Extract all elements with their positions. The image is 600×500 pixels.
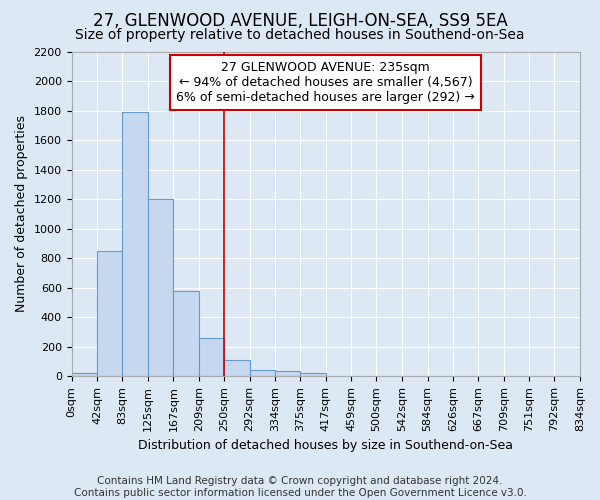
- Text: Size of property relative to detached houses in Southend-on-Sea: Size of property relative to detached ho…: [75, 28, 525, 42]
- Bar: [71, 372, 97, 376]
- Bar: [250, 370, 275, 376]
- Bar: [148, 199, 173, 376]
- Bar: [199, 338, 224, 376]
- Bar: [97, 251, 122, 376]
- Text: Contains HM Land Registry data © Crown copyright and database right 2024.
Contai: Contains HM Land Registry data © Crown c…: [74, 476, 526, 498]
- Bar: [300, 372, 326, 376]
- Y-axis label: Number of detached properties: Number of detached properties: [15, 116, 28, 312]
- X-axis label: Distribution of detached houses by size in Southend-on-Sea: Distribution of detached houses by size …: [138, 440, 513, 452]
- Bar: [275, 371, 300, 376]
- Text: 27, GLENWOOD AVENUE, LEIGH-ON-SEA, SS9 5EA: 27, GLENWOOD AVENUE, LEIGH-ON-SEA, SS9 5…: [92, 12, 508, 30]
- Bar: [173, 292, 199, 376]
- Bar: [122, 112, 148, 376]
- Bar: [224, 360, 250, 376]
- Text: 27 GLENWOOD AVENUE: 235sqm
← 94% of detached houses are smaller (4,567)
6% of se: 27 GLENWOOD AVENUE: 235sqm ← 94% of deta…: [176, 61, 475, 104]
